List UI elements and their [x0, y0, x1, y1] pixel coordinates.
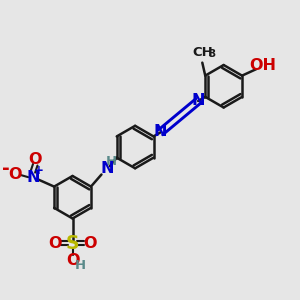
Text: N: N — [26, 170, 40, 185]
Text: O: O — [48, 236, 61, 251]
Text: S: S — [66, 234, 79, 253]
Text: OH: OH — [249, 58, 276, 73]
Text: N: N — [191, 93, 205, 108]
Text: CH: CH — [192, 46, 213, 59]
Text: N: N — [100, 160, 113, 175]
Text: O: O — [28, 152, 42, 167]
Text: O: O — [66, 254, 79, 268]
Text: H: H — [75, 259, 86, 272]
Text: H: H — [106, 155, 117, 168]
Text: 3: 3 — [208, 50, 215, 59]
Text: +: + — [34, 164, 44, 177]
Text: N: N — [154, 124, 167, 139]
Text: -: - — [2, 159, 10, 178]
Text: O: O — [8, 167, 22, 182]
Text: O: O — [83, 236, 97, 251]
